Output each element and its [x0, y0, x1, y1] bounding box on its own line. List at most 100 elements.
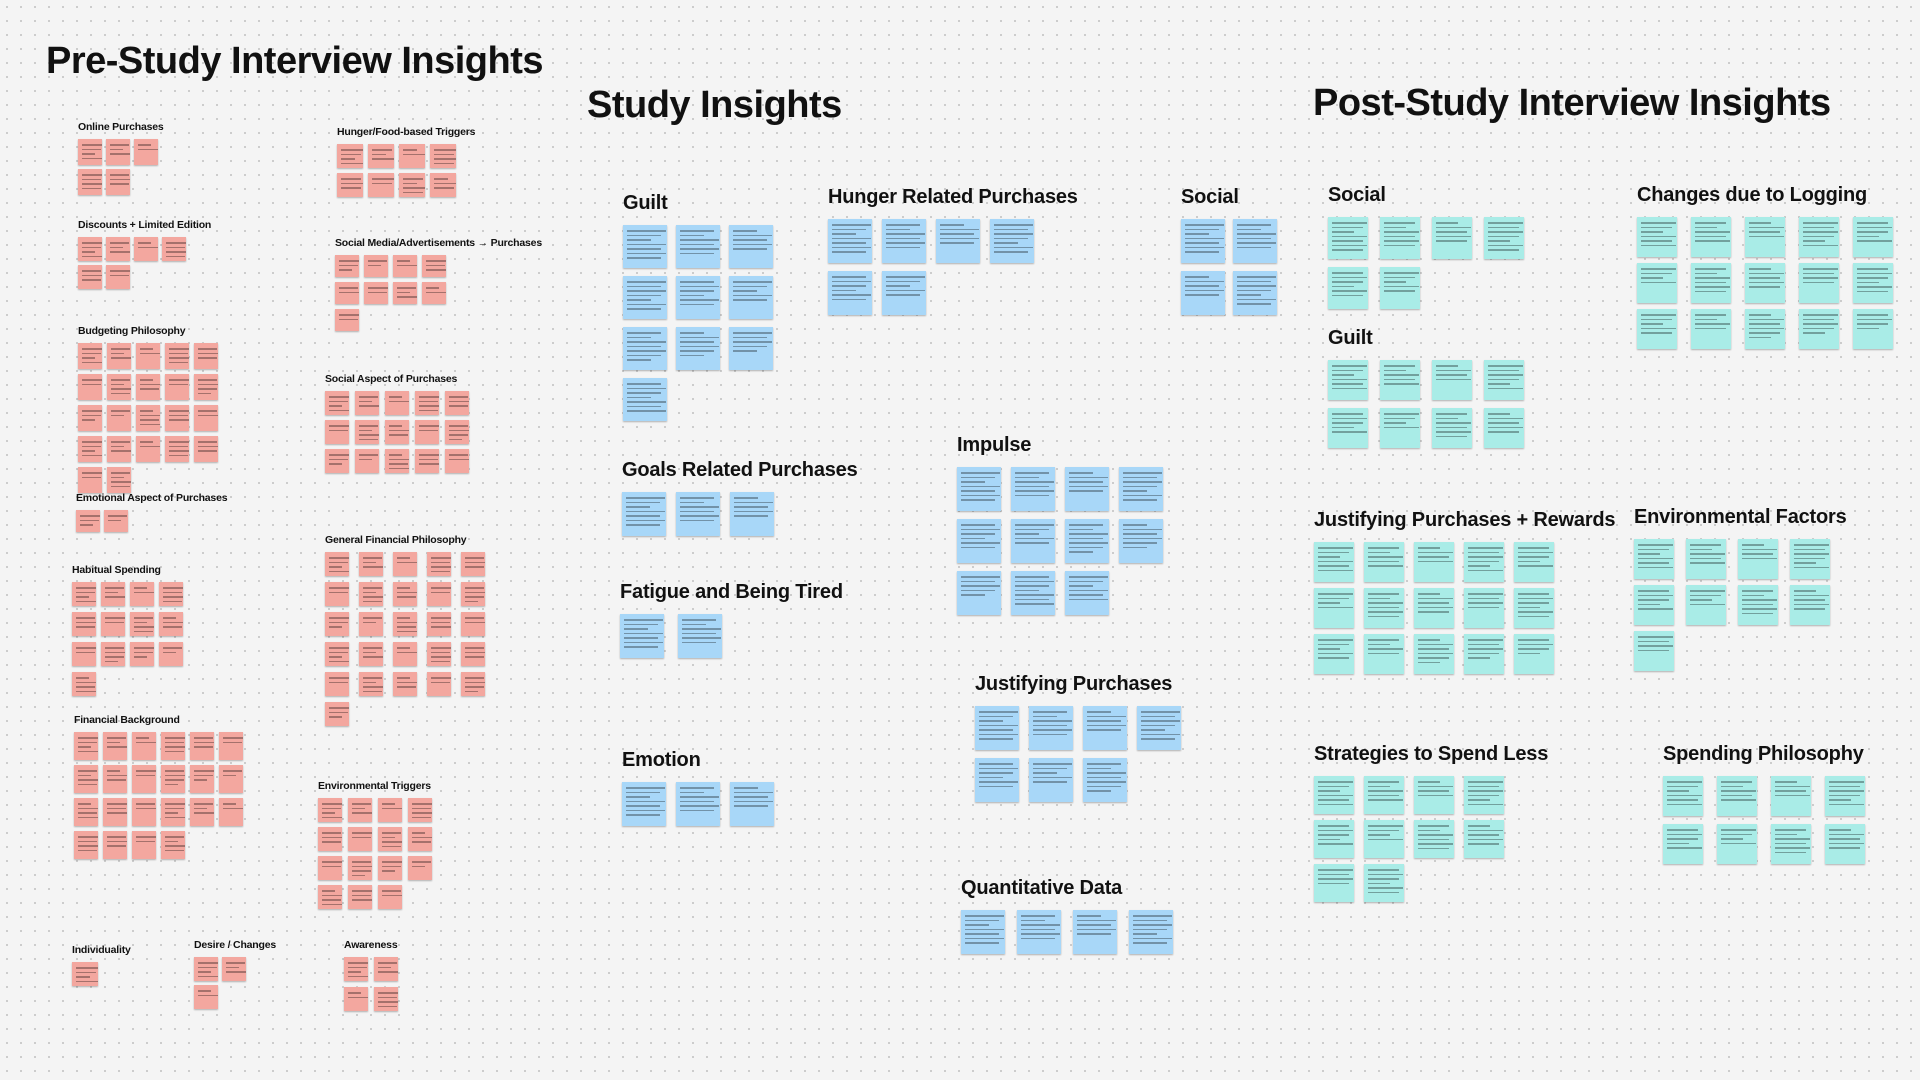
sticky-note[interactable]: [72, 962, 98, 986]
sticky-note[interactable]: [1083, 758, 1127, 802]
sticky-note[interactable]: [194, 985, 218, 1009]
sticky-note[interactable]: [1484, 360, 1524, 400]
sticky-note[interactable]: [828, 271, 872, 315]
sticky-note[interactable]: [132, 831, 156, 859]
sticky-note[interactable]: [1514, 634, 1554, 674]
sticky-note[interactable]: [136, 436, 160, 462]
sticky-note[interactable]: [1663, 776, 1703, 816]
sticky-note[interactable]: [190, 765, 214, 793]
sticky-note[interactable]: [161, 798, 185, 826]
sticky-note[interactable]: [165, 405, 189, 431]
sticky-note[interactable]: [318, 885, 342, 909]
cluster-awareness[interactable]: Awareness: [344, 939, 398, 1011]
sticky-note[interactable]: [219, 732, 243, 760]
sticky-note[interactable]: [1464, 588, 1504, 628]
sticky-note[interactable]: [107, 436, 131, 462]
sticky-note[interactable]: [957, 467, 1001, 511]
sticky-note[interactable]: [623, 378, 667, 421]
sticky-note[interactable]: [325, 672, 349, 696]
cluster-justifying-purchases[interactable]: Justifying Purchases: [975, 673, 1181, 802]
sticky-note[interactable]: [1853, 217, 1893, 257]
sticky-note[interactable]: [378, 827, 402, 851]
sticky-note[interactable]: [1065, 519, 1109, 563]
sticky-note[interactable]: [318, 827, 342, 851]
sticky-note[interactable]: [1686, 585, 1726, 625]
sticky-note[interactable]: [1029, 706, 1073, 750]
cluster-fatigue-and-being-tired[interactable]: Fatigue and Being Tired: [620, 581, 843, 658]
sticky-note[interactable]: [1314, 864, 1354, 902]
sticky-note[interactable]: [325, 702, 349, 726]
sticky-note[interactable]: [393, 552, 417, 576]
sticky-note[interactable]: [106, 139, 130, 165]
cluster-hunger-food-triggers[interactable]: Hunger/Food-based Triggers: [337, 126, 476, 197]
sticky-note[interactable]: [1414, 820, 1454, 858]
sticky-note[interactable]: [408, 798, 432, 822]
sticky-note[interactable]: [1364, 820, 1404, 858]
sticky-note[interactable]: [676, 327, 720, 370]
sticky-note[interactable]: [1414, 634, 1454, 674]
sticky-note[interactable]: [1011, 519, 1055, 563]
sticky-note[interactable]: [828, 219, 872, 263]
sticky-note[interactable]: [676, 782, 720, 826]
sticky-note[interactable]: [430, 173, 456, 197]
sticky-note[interactable]: [374, 957, 398, 981]
sticky-note[interactable]: [1464, 776, 1504, 814]
sticky-note[interactable]: [623, 327, 667, 370]
cluster-social-media-advertisements[interactable]: Social Media/Advertisements → Purchases: [335, 237, 542, 331]
sticky-note[interactable]: [1011, 467, 1055, 511]
sticky-note[interactable]: [78, 139, 102, 165]
sticky-note[interactable]: [378, 856, 402, 880]
sticky-note[interactable]: [325, 391, 349, 415]
sticky-note[interactable]: [78, 343, 102, 369]
sticky-note[interactable]: [957, 571, 1001, 615]
sticky-note[interactable]: [1771, 824, 1811, 864]
cluster-post-justifying-rewards[interactable]: Justifying Purchases + Rewards: [1314, 509, 1616, 674]
sticky-note[interactable]: [1634, 631, 1674, 671]
sticky-note[interactable]: [335, 255, 359, 277]
sticky-note[interactable]: [378, 798, 402, 822]
sticky-note[interactable]: [72, 582, 96, 606]
sticky-note[interactable]: [190, 732, 214, 760]
sticky-note[interactable]: [130, 612, 154, 636]
sticky-note[interactable]: [132, 798, 156, 826]
sticky-note[interactable]: [393, 672, 417, 696]
sticky-note[interactable]: [1745, 217, 1785, 257]
sticky-note[interactable]: [1364, 588, 1404, 628]
sticky-note[interactable]: [318, 856, 342, 880]
sticky-note[interactable]: [408, 856, 432, 880]
sticky-note[interactable]: [1364, 634, 1404, 674]
sticky-note[interactable]: [730, 492, 774, 536]
sticky-note[interactable]: [355, 391, 379, 415]
sticky-note[interactable]: [78, 237, 102, 261]
sticky-note[interactable]: [1129, 910, 1173, 954]
sticky-note[interactable]: [219, 765, 243, 793]
sticky-note[interactable]: [337, 144, 363, 168]
sticky-note[interactable]: [136, 374, 160, 400]
sticky-note[interactable]: [74, 831, 98, 859]
sticky-note[interactable]: [1717, 776, 1757, 816]
cluster-post-spending-philosophy[interactable]: Spending Philosophy: [1663, 743, 1865, 864]
sticky-note[interactable]: [1314, 820, 1354, 858]
sticky-note[interactable]: [1771, 776, 1811, 816]
sticky-note[interactable]: [103, 831, 127, 859]
sticky-note[interactable]: [1738, 585, 1778, 625]
sticky-note[interactable]: [1853, 263, 1893, 303]
sticky-note[interactable]: [72, 672, 96, 696]
sticky-note[interactable]: [374, 987, 398, 1011]
sticky-note[interactable]: [1119, 519, 1163, 563]
sticky-note[interactable]: [74, 765, 98, 793]
cluster-emotion[interactable]: Emotion: [622, 749, 774, 826]
sticky-note[interactable]: [1637, 263, 1677, 303]
sticky-note[interactable]: [882, 219, 926, 263]
cluster-post-guilt[interactable]: Guilt: [1328, 327, 1524, 448]
cluster-habitual-spending[interactable]: Habitual Spending: [72, 564, 183, 696]
sticky-note[interactable]: [159, 582, 183, 606]
sticky-note[interactable]: [1380, 408, 1420, 448]
sticky-note[interactable]: [445, 420, 469, 444]
sticky-note[interactable]: [1745, 309, 1785, 349]
sticky-note[interactable]: [1065, 571, 1109, 615]
sticky-note[interactable]: [1380, 360, 1420, 400]
sticky-note[interactable]: [1825, 824, 1865, 864]
sticky-note[interactable]: [1686, 539, 1726, 579]
sticky-note[interactable]: [1233, 271, 1277, 315]
